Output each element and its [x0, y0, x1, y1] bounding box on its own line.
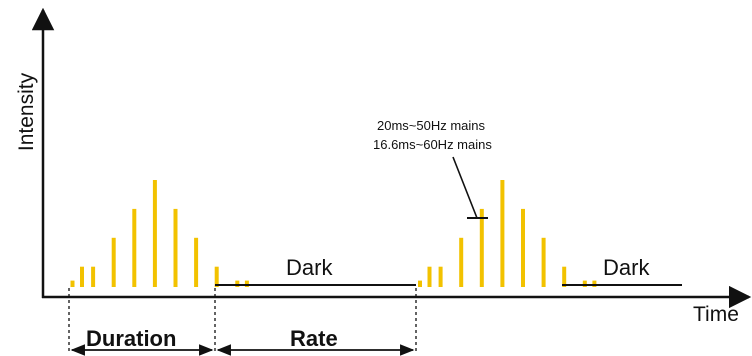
y-axis-label: Intensity — [15, 72, 38, 151]
pulse-bar-2-extra-1 — [427, 266, 432, 287]
pulse-bar-1-extra-1 — [80, 266, 84, 287]
pulse-bar-2-3 — [459, 237, 464, 287]
pulse-bar-1-3 — [111, 237, 116, 287]
pulse-bar-1-7 — [194, 237, 199, 287]
pulse-bar-2-extra-2 — [592, 280, 597, 287]
pulse-bar-1-extra-2 — [244, 280, 249, 287]
dark-label-2: Dark — [603, 255, 650, 280]
rate-label: Rate — [290, 326, 338, 351]
pulse-bar-2-5 — [500, 180, 505, 287]
pulse-bar-2-4 — [479, 208, 484, 287]
mains-note-line-2: 16.6ms~60Hz mains — [373, 137, 492, 152]
dark-label-1: Dark — [286, 255, 333, 280]
pulse-bar-1-2 — [91, 266, 96, 287]
pulse-bar-1-8 — [214, 266, 219, 287]
pulse-burst-2 — [418, 180, 597, 287]
pulse-bar-1-9 — [235, 280, 240, 287]
pulse-bar-2-6 — [521, 208, 525, 287]
mains-note-line-1: 20ms~50Hz mains — [377, 118, 486, 133]
mains-note-leader — [452, 156, 478, 219]
pulse-bar-1-5 — [152, 180, 157, 287]
pulse-bar-2-7 — [541, 237, 546, 287]
pulse-bar-2-8 — [562, 266, 567, 287]
pulse-bar-1-6 — [173, 208, 178, 287]
pulse-bar-1-1 — [70, 280, 75, 287]
x-axis-label: Time — [693, 303, 739, 326]
pulse-bar-2-1 — [418, 280, 422, 287]
pulse-bar-2-2 — [438, 266, 443, 287]
pulse-burst-1 — [70, 180, 249, 287]
duration-label: Duration — [86, 326, 176, 351]
pulse-bar-1-4 — [132, 208, 137, 287]
pulse-bar-2-9 — [582, 280, 587, 287]
